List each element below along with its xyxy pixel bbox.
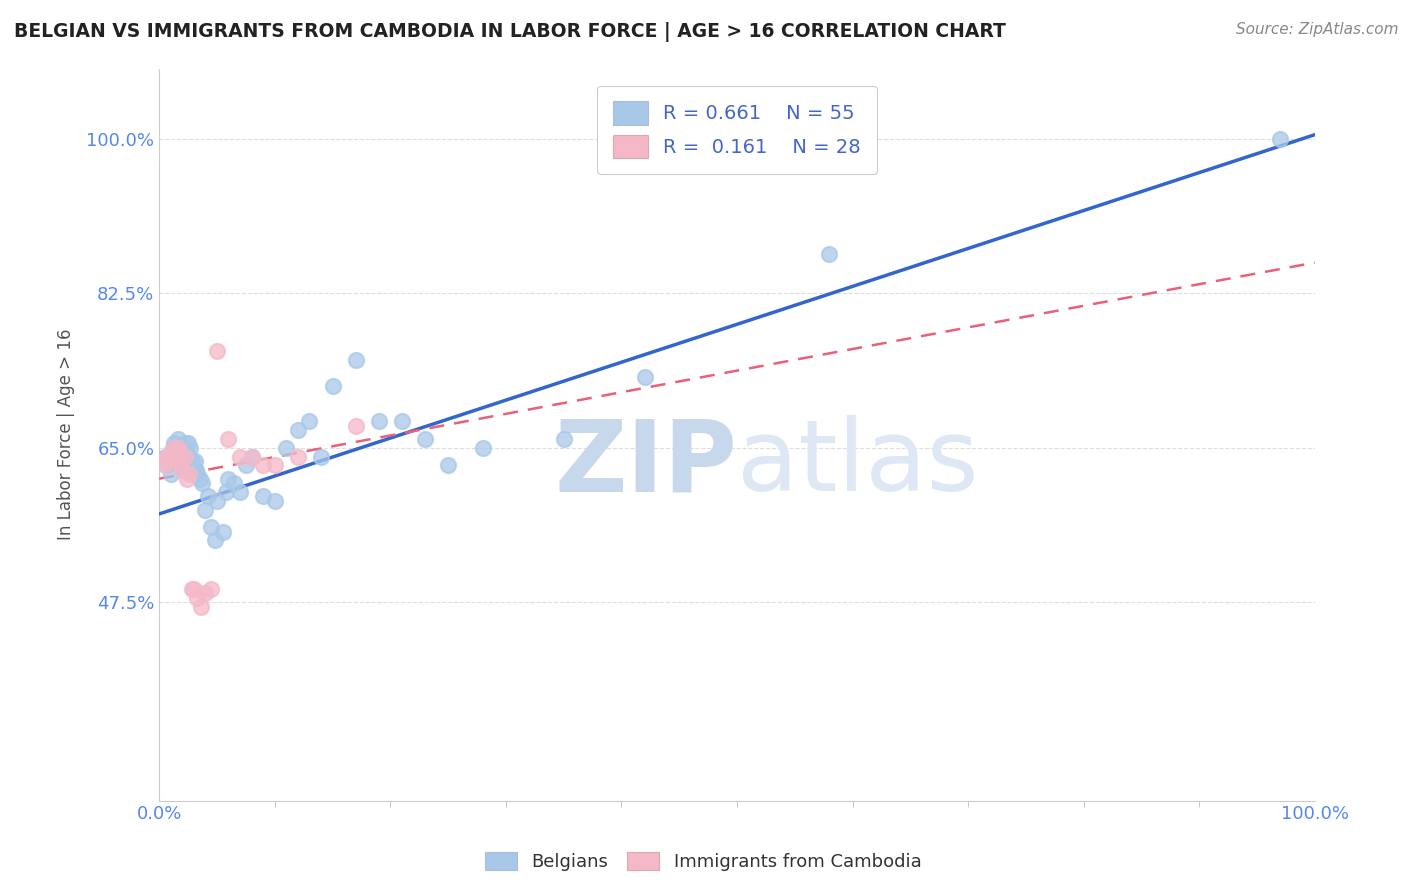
Point (276, 441, 298, 455)
Point (413, 432, 436, 446)
Point (191, 476, 214, 491)
Point (263, 458, 285, 473)
Point (169, 454, 191, 468)
Point (172, 450, 194, 464)
Point (553, 432, 575, 446)
Point (391, 414, 413, 428)
Point (204, 533, 226, 548)
Point (252, 458, 274, 473)
Point (367, 414, 389, 428)
Point (156, 450, 179, 464)
Point (166, 450, 188, 464)
Point (190, 599, 212, 614)
Point (252, 489, 274, 503)
Point (179, 467, 201, 482)
Point (167, 445, 190, 459)
Point (173, 450, 195, 464)
Point (298, 414, 321, 428)
Point (163, 441, 186, 455)
Point (172, 463, 194, 477)
Point (156, 458, 179, 473)
Text: Source: ZipAtlas.com: Source: ZipAtlas.com (1236, 22, 1399, 37)
Point (437, 458, 460, 473)
Point (194, 586, 217, 600)
Point (180, 582, 202, 596)
Point (167, 454, 190, 468)
Point (235, 458, 257, 473)
Point (166, 432, 188, 446)
Point (157, 454, 180, 468)
Point (205, 493, 228, 508)
Point (179, 450, 201, 464)
Point (229, 450, 252, 464)
Point (176, 472, 198, 486)
Point (179, 441, 201, 455)
Point (344, 418, 367, 433)
Point (218, 472, 240, 486)
Y-axis label: In Labor Force | Age > 16: In Labor Force | Age > 16 (58, 329, 75, 541)
Legend: R = 0.661    N = 55, R =  0.161    N = 28: R = 0.661 N = 55, R = 0.161 N = 28 (598, 86, 876, 174)
Text: BELGIAN VS IMMIGRANTS FROM CAMBODIA IN LABOR FORCE | AGE > 16 CORRELATION CHART: BELGIAN VS IMMIGRANTS FROM CAMBODIA IN L… (14, 22, 1005, 42)
Point (186, 467, 208, 482)
Point (177, 436, 200, 450)
Point (173, 436, 195, 450)
Point (181, 463, 204, 477)
Point (174, 445, 197, 459)
Point (240, 450, 263, 464)
Legend: Belgians, Immigrants from Cambodia: Belgians, Immigrants from Cambodia (478, 845, 928, 879)
Point (471, 441, 494, 455)
Point (1268, 132, 1291, 146)
Point (194, 502, 217, 516)
Point (287, 450, 309, 464)
Point (186, 591, 208, 605)
Point (197, 489, 219, 503)
Point (200, 582, 222, 596)
Point (240, 450, 263, 464)
Point (211, 524, 233, 539)
Point (309, 450, 332, 464)
Point (159, 467, 181, 482)
Point (183, 467, 205, 482)
Point (818, 246, 841, 260)
Point (200, 520, 222, 534)
Point (633, 370, 655, 384)
Point (172, 463, 194, 477)
Point (162, 441, 184, 455)
Point (205, 343, 228, 358)
Point (166, 441, 188, 455)
Point (184, 454, 207, 468)
Point (229, 484, 252, 499)
Point (287, 423, 309, 437)
Point (321, 379, 343, 393)
Point (344, 352, 367, 367)
Point (169, 441, 191, 455)
Point (184, 463, 207, 477)
Point (163, 436, 186, 450)
Point (166, 445, 188, 459)
Point (188, 472, 211, 486)
Point (215, 484, 238, 499)
Point (153, 458, 176, 473)
Text: ZIP: ZIP (554, 416, 737, 512)
Point (162, 450, 184, 464)
Point (263, 493, 285, 508)
Text: atlas: atlas (737, 416, 979, 512)
Point (159, 445, 181, 459)
Point (183, 582, 205, 596)
Point (176, 458, 198, 473)
Point (180, 454, 202, 468)
Point (224, 476, 246, 491)
Point (218, 432, 240, 446)
Point (170, 445, 193, 459)
Point (153, 450, 176, 464)
